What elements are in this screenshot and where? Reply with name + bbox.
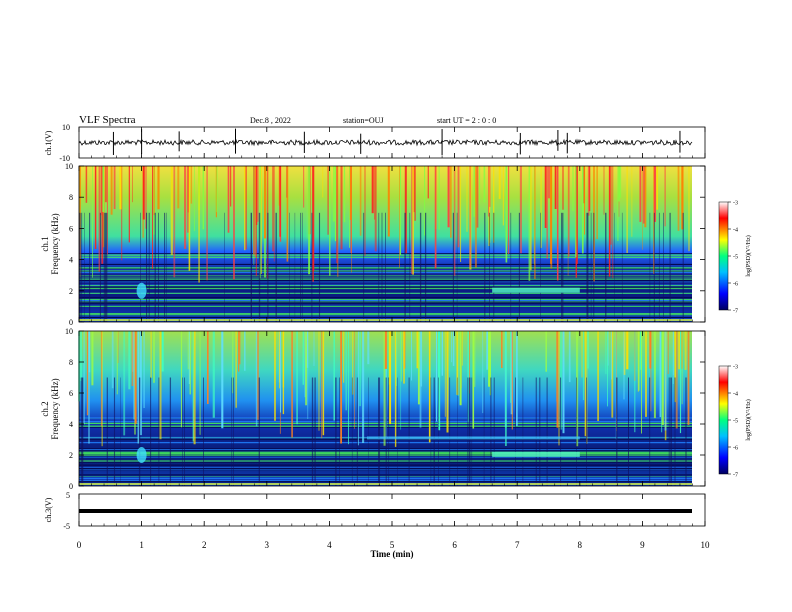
ch1-waveform-trace	[78, 138, 693, 147]
ch3-ytick-top: 5	[66, 491, 70, 500]
ch1-spectrogram-ytick-label: 6	[69, 224, 73, 233]
ch1-waveform-panel: 10 -10 ch.1(V)	[44, 123, 706, 163]
ch2-colorbar-tick-label: -7	[733, 473, 738, 479]
ch2-spectrogram-ytick-label: 2	[69, 451, 73, 460]
ch1-colorbar-tick-label: -4	[733, 228, 738, 234]
ch3-waveform-trace	[79, 509, 692, 513]
ch1-ytick-top: 10	[62, 123, 70, 132]
date-label: Dec.8 , 2022	[250, 116, 291, 125]
time-axis-tick-label: 2	[202, 540, 207, 550]
ch2-spectrogram-ylabel-freq: Frequency (kHz)	[50, 378, 60, 439]
spectrogram-emission-patch	[136, 282, 147, 299]
ch2-spectrogram-ytick-label: 4	[69, 420, 73, 429]
spectrogram-emission-band	[492, 287, 580, 293]
ch2-spectrogram-ytick-label: 10	[65, 327, 73, 336]
time-axis-tick-label: 6	[452, 540, 457, 550]
ch1-spectrogram-ytick-label: 10	[65, 162, 73, 171]
ch1-spectrogram-ytick-label: 0	[69, 318, 73, 327]
time-axis-tick-label: 5	[390, 540, 395, 550]
ch1-waveform-ylabel: ch.1(V)	[44, 130, 53, 155]
start-time-label: start UT = 2 : 0 : 0	[437, 116, 496, 125]
ch1-spectrogram-ytick-label: 8	[69, 193, 73, 202]
time-axis-tick-label: 4	[327, 540, 332, 550]
time-axis-label: Time (min)	[370, 549, 413, 559]
ch2-colorbar-tick-label: -6	[733, 446, 738, 452]
ch2-colorbar-tick-label: -4	[733, 392, 738, 398]
time-axis-tick-label: 9	[640, 540, 645, 550]
ch2-spectrogram-ylabel-channel: ch.2	[40, 401, 50, 416]
time-axis-tick-label: 1	[139, 540, 144, 550]
ch2-spectrogram-ytick-label: 6	[69, 389, 73, 398]
spectrogram-emission-band	[492, 451, 580, 457]
ch1-spectrogram-ytick-label: 2	[69, 287, 73, 296]
ch3-ytick-bottom: -5	[63, 522, 70, 531]
figure-title: VLF Spectra	[79, 114, 136, 126]
ch1-colorbar-tick-label: -6	[733, 282, 738, 288]
ch2-colorbar	[718, 365, 729, 475]
ch1-ytick-bottom: -10	[59, 154, 70, 163]
ch1-spectrogram-ylabel-channel: ch.1	[40, 236, 50, 251]
time-axis-tick-label: 0	[77, 540, 82, 550]
ch3-waveform-ylabel: ch.3(V)	[44, 497, 53, 522]
ch1-colorbar-label: log(PSD)(V²/Hz)	[745, 235, 752, 276]
time-axis-tick-label: 7	[515, 540, 520, 550]
time-axis-tick-label: 3	[265, 540, 270, 550]
ch1-spectrogram-ytick-label: 4	[69, 256, 73, 265]
spectrogram-emission-patch	[136, 447, 147, 463]
station-label: station=OUJ	[343, 116, 384, 125]
ch1-spectrogram-ylabel-freq: Frequency (kHz)	[50, 213, 60, 274]
time-axis-tick-label: 8	[578, 540, 583, 550]
ch1-colorbar-tick-label: -5	[733, 255, 738, 261]
ch1-colorbar-tick-label: -3	[733, 201, 738, 207]
ch1-colorbar-tick-label: -7	[733, 309, 738, 315]
ch2-colorbar-label: log(PSD)(V²/Hz)	[745, 399, 752, 440]
ch2-spectrogram-ytick-label: 8	[69, 358, 73, 367]
ch1-colorbar	[718, 201, 729, 311]
ch2-spectrogram-ytick-label: 0	[69, 482, 73, 491]
time-axis-tick-label: 10	[701, 540, 711, 550]
ch2-colorbar-tick-label: -5	[733, 419, 738, 425]
ch3-waveform-panel: 5 -5 ch.3(V)	[44, 491, 706, 531]
spectrogram-emission-band-upper	[366, 436, 580, 440]
time-axis: 0 1 2 3 4 5 6 7 8 9 10	[77, 127, 710, 550]
ch2-colorbar-tick-label: -3	[733, 365, 738, 371]
